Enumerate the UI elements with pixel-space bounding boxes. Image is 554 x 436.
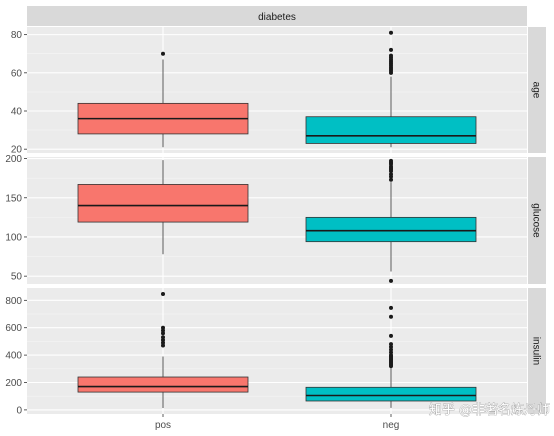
outlier-point [389, 342, 393, 347]
outlier-point [389, 53, 393, 58]
outlier-point [389, 278, 393, 283]
box-iqr [77, 184, 249, 223]
x-tick-label: neg [383, 420, 400, 431]
box-insulin-pos [77, 292, 249, 408]
y-tick-label: 400 [5, 351, 22, 362]
panel-strip-label: glucose [531, 203, 542, 238]
y-tick-label: 600 [5, 323, 22, 334]
panel-strip-label: age [531, 82, 542, 99]
outlier-point [161, 343, 165, 348]
box-insulin-neg [305, 305, 477, 408]
outlier-point [389, 177, 393, 182]
y-tick-label: 60 [11, 68, 23, 79]
y-tick-label: 80 [11, 30, 23, 41]
outlier-point [389, 47, 393, 52]
panel-glucose: 50 100 150 200 glucose [5, 154, 546, 284]
panel-strip [528, 288, 546, 414]
outlier-point [389, 333, 393, 338]
outlier-point [161, 340, 165, 345]
facet-strip-top [27, 6, 527, 26]
outlier-point [389, 350, 393, 355]
y-tick-label: 150 [5, 193, 22, 204]
y-tick-label: 200 [5, 154, 22, 165]
panels-layer: 20 40 60 80 age 50 100 150 200 glucose 0 200 400 600 8… [5, 27, 546, 416]
y-tick-label: 0 [16, 405, 22, 416]
box-glucose-pos [77, 160, 249, 255]
box-iqr [305, 386, 477, 402]
x-tick-label: pos [155, 420, 171, 431]
outlier-point [389, 353, 393, 358]
box-age-neg [305, 30, 477, 148]
box-iqr [77, 376, 249, 393]
y-tick-label: 100 [5, 232, 22, 243]
outlier-point [389, 305, 393, 310]
outlier-point [161, 328, 165, 333]
box-age-pos [77, 51, 249, 148]
box-glucose-neg [305, 158, 477, 283]
y-tick-label: 40 [11, 107, 23, 118]
outlier-point [389, 344, 393, 349]
watermark: 知乎 @非著名炼丹师 [429, 402, 550, 418]
panel-strip [528, 157, 546, 284]
panel-strip-label: insulin [531, 337, 542, 365]
outlier-point [161, 335, 165, 340]
facet-title: diabetes [258, 12, 296, 23]
outlier-point [389, 314, 393, 319]
y-tick-label: 20 [11, 145, 23, 156]
box-iqr [305, 116, 477, 144]
outlier-point [389, 172, 393, 177]
outlier-point [161, 325, 165, 330]
outlier-point [161, 51, 165, 56]
x-axis: pos neg [155, 414, 399, 431]
box-iqr [305, 216, 477, 243]
outlier-point [389, 30, 393, 35]
outlier-point [389, 347, 393, 352]
y-tick-label: 800 [5, 296, 22, 307]
panel-insulin: 0 200 400 600 800 insulin [5, 288, 546, 416]
panel-age: 20 40 60 80 age [11, 27, 546, 156]
outlier-point [389, 158, 393, 163]
panel-strip [528, 27, 546, 153]
y-tick-label: 200 [5, 378, 22, 389]
outlier-point [161, 338, 165, 343]
outlier-point [161, 331, 165, 336]
y-tick-label: 50 [11, 272, 23, 283]
outlier-point [161, 292, 165, 297]
